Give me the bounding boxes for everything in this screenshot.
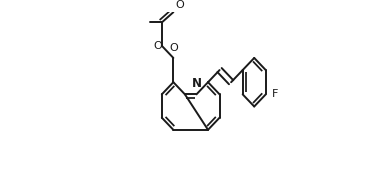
- Text: N: N: [191, 77, 201, 90]
- Text: O: O: [169, 43, 178, 53]
- Text: F: F: [272, 89, 278, 99]
- Text: O: O: [153, 41, 162, 51]
- Text: O: O: [175, 0, 184, 10]
